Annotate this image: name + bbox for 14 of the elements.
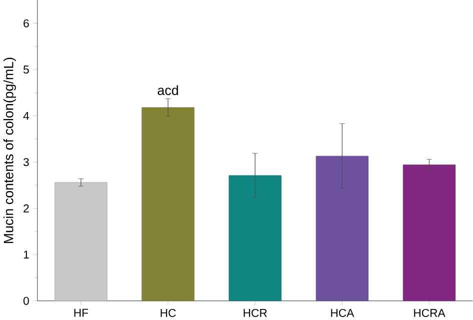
x-tick-label: HC — [160, 308, 176, 317]
y-axis-title: Mucin contents of colon(pg/mL) — [3, 58, 16, 243]
y-tick-label: 6 — [24, 19, 29, 28]
annotation: acd — [158, 85, 178, 95]
y-tick-label: 2 — [24, 204, 29, 212]
y-tick-label: 0 — [23, 296, 29, 305]
y-tick-label: 4 — [23, 112, 30, 120]
x-tick-label: HCR — [244, 308, 267, 317]
x-tick-label: HCA — [331, 308, 354, 317]
y-tick-label: 3 — [23, 158, 29, 166]
y-tick-label: 5 — [23, 65, 29, 74]
y-tick-label: 1 — [24, 250, 29, 258]
x-tick-label: HCRA — [414, 308, 446, 317]
x-tick-label: HF — [74, 308, 88, 317]
